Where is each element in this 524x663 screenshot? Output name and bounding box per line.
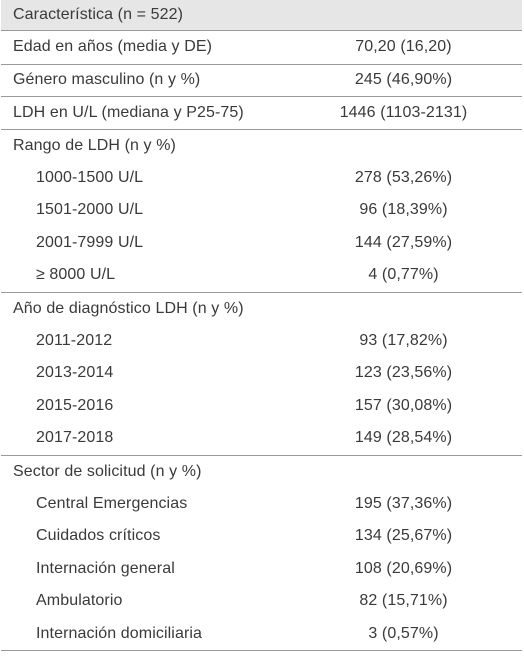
row-value: 134 (25,67%) <box>354 527 453 545</box>
table-row: 1501-2000 U/L 96 (18,39%) <box>1 194 522 227</box>
row-label: 2017-2018 <box>36 429 114 447</box>
table-row: Central Emergencias 195 (37,36%) <box>1 487 522 520</box>
section-label: Año de diagnóstico LDH (n y %) <box>13 299 244 317</box>
table-row: 2001-7999 U/L 144 (27,59%) <box>1 227 522 260</box>
row-value: 82 (15,71%) <box>359 592 448 610</box>
row-value: 123 (23,56%) <box>354 364 453 382</box>
table-row: 2011-2012 93 (17,82%) <box>1 324 522 357</box>
row-label: 2013-2014 <box>36 364 114 382</box>
row-value: 96 (18,39%) <box>359 201 448 219</box>
row-label: 2001-7999 U/L <box>36 233 144 251</box>
row-value: 1446 (1103-2131) <box>339 103 468 121</box>
row-label: Edad en años (media y DE) <box>13 38 213 56</box>
table-row: LDH en U/L (mediana y P25-75) 1446 (1103… <box>1 96 522 129</box>
table-row: Internación domiciliaria 3 (0,57%) <box>1 618 522 651</box>
row-label: 2011-2012 <box>36 331 113 349</box>
row-label: Internación general <box>36 559 175 577</box>
section-row: Rango de LDH (n y %) <box>1 128 522 162</box>
row-label: 2015-2016 <box>36 396 114 414</box>
table-row: Ambulatorio 82 (15,71%) <box>1 585 522 618</box>
table-row: 2017-2018 149 (28,54%) <box>1 422 522 455</box>
section-row: Año de diagnóstico LDH (n y %) <box>1 291 522 325</box>
section-label: Rango de LDH (n y %) <box>13 136 176 154</box>
row-value: 108 (20,69%) <box>354 559 453 577</box>
row-label: Central Emergencias <box>36 494 188 512</box>
row-label: ≥ 8000 U/L <box>36 266 116 284</box>
row-value: 3 (0,57%) <box>368 624 439 642</box>
table-row: Género masculino (n y %) 245 (46,90%) <box>1 63 522 97</box>
row-label: Género masculino (n y %) <box>13 71 201 89</box>
table-header-row: Característica (n = 522) <box>1 0 522 31</box>
table-row: ≥ 8000 U/L 4 (0,77%) <box>1 259 522 292</box>
characteristics-table: Característica (n = 522) Edad en años (m… <box>1 0 522 652</box>
row-value: 70,20 (16,20) <box>355 38 452 56</box>
table-row: Cuidados críticos 134 (25,67%) <box>1 520 522 553</box>
row-value: 278 (53,26%) <box>354 168 453 186</box>
table-row: 2015-2016 157 (30,08%) <box>1 390 522 423</box>
row-value: 195 (37,36%) <box>354 494 453 512</box>
row-label: Ambulatorio <box>36 592 123 610</box>
table-row: 2013-2014 123 (23,56%) <box>1 357 522 390</box>
row-value: 157 (30,08%) <box>354 396 453 414</box>
row-label: 1501-2000 U/L <box>36 201 144 219</box>
row-label: Cuidados críticos <box>36 527 161 545</box>
row-value: 144 (27,59%) <box>354 233 453 251</box>
table-row: Edad en años (media y DE) 70,20 (16,20) <box>1 31 522 64</box>
section-label: Sector de solicitud (n y %) <box>13 462 202 480</box>
row-label: LDH en U/L (mediana y P25-75) <box>13 103 244 121</box>
header-label: Característica (n = 522) <box>13 6 184 23</box>
table-row: Internación general 108 (20,69%) <box>1 553 522 586</box>
row-label: Internación domiciliaria <box>36 624 203 642</box>
row-value: 149 (28,54%) <box>354 429 453 447</box>
row-value: 4 (0,77%) <box>368 266 439 284</box>
table-row: 1000-1500 U/L 278 (53,26%) <box>1 161 522 194</box>
row-label: 1000-1500 U/L <box>36 168 144 186</box>
row-value: 245 (46,90%) <box>354 71 453 89</box>
row-value: 93 (17,82%) <box>359 331 448 349</box>
section-row: Sector de solicitud (n y %) <box>1 454 522 488</box>
